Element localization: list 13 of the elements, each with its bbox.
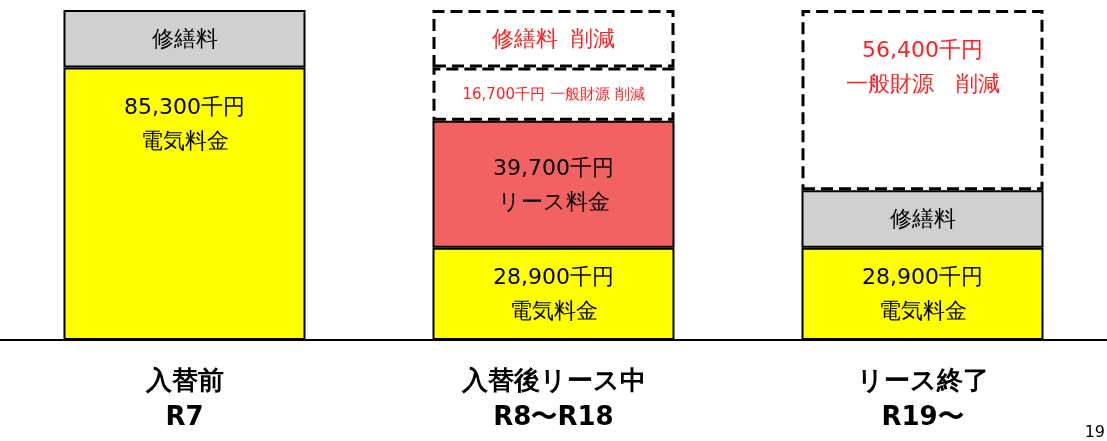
x-tick-label: 入替後リース中 R8〜R18 bbox=[460, 365, 646, 431]
x-tick-label: 入替前 R7 bbox=[144, 365, 224, 431]
data-label: 56,400千円一般財源 削減 bbox=[845, 36, 1000, 96]
data-label: 39,700千円リース料金 bbox=[493, 154, 614, 214]
data-label: 修繕料 削減 bbox=[491, 26, 616, 52]
data-label: 28,900千円電気料金 bbox=[493, 264, 614, 324]
data-label: 16,700千円 一般財源 削減 bbox=[462, 85, 645, 104]
data-label: 修繕料 bbox=[889, 206, 956, 232]
data-label: 修繕料 bbox=[151, 26, 218, 52]
data-label: 85,300千円電気料金 bbox=[124, 94, 245, 153]
x-tick-label: リース終了 R19〜 bbox=[856, 365, 989, 431]
text: 19 bbox=[1084, 421, 1105, 441]
data-label: 28,900千円電気料金 bbox=[862, 264, 983, 324]
